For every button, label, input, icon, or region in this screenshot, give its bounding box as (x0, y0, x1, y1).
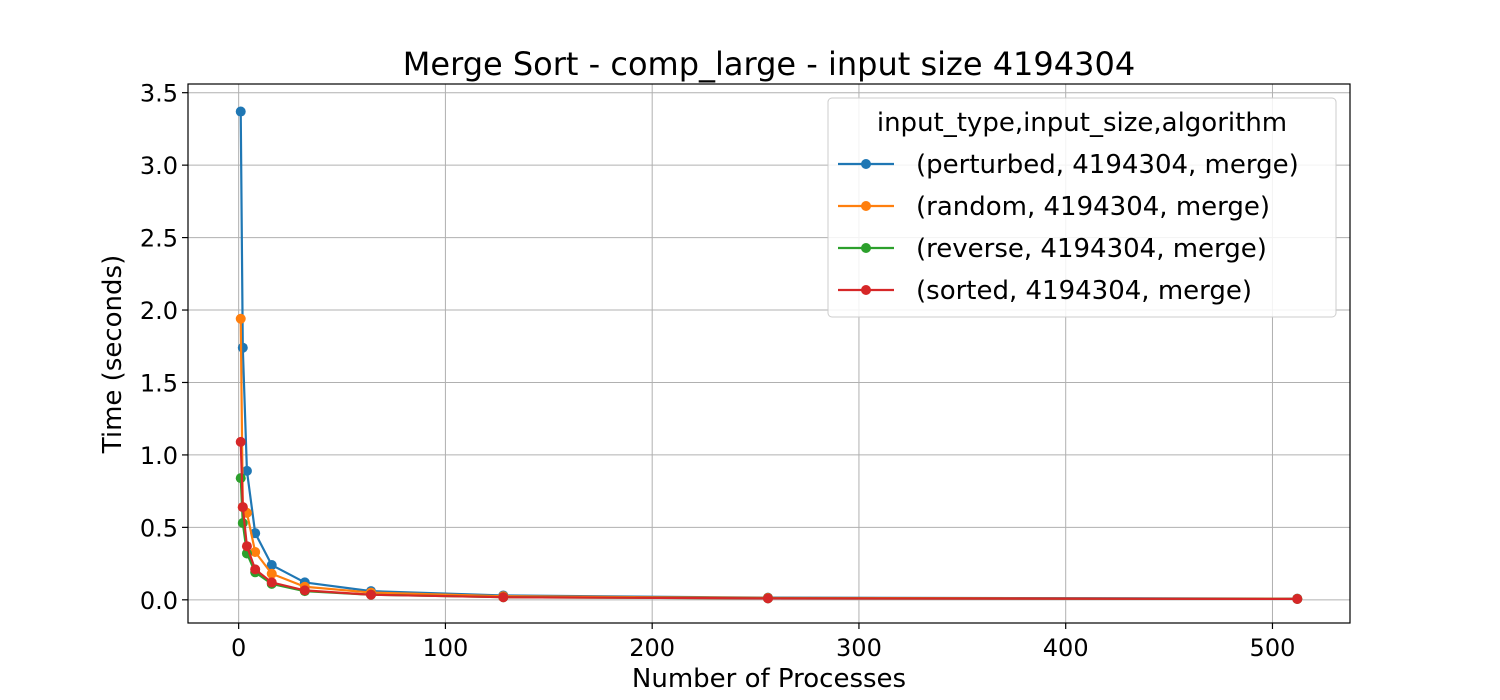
legend-swatch-marker (861, 159, 871, 169)
y-tick-label: 3.5 (140, 80, 178, 108)
y-tick-label: 1.0 (140, 442, 178, 470)
data-point (235, 313, 246, 324)
data-point (266, 568, 277, 579)
legend-entry: (sorted, 4194304, merge) (838, 276, 1252, 306)
x-tick-label: 400 (1043, 634, 1089, 662)
y-axis-label: Time (seconds) (98, 255, 128, 454)
tick-layer: 0 100 200 300 400 500 0.0 0.5 1.0 1.5 2.0 2.5 3.0 3.5 (140, 80, 1296, 662)
series-line (239, 318, 1298, 600)
plot-frame (187, 83, 1351, 624)
legend-label: (sorted, 4194304, merge) (916, 276, 1252, 306)
legend-label: (random, 4194304, merge) (916, 192, 1270, 222)
x-tick-label: 300 (836, 634, 882, 662)
data-point (235, 473, 246, 484)
x-tick-label: 200 (629, 634, 675, 662)
y-tick-label: 2.0 (140, 297, 178, 325)
legend-swatch-marker (861, 201, 871, 211)
legend-title: input_type,input_size,algorithm (877, 108, 1287, 138)
legend: input_type,input_size,algorithm (perturb… (827, 97, 1337, 318)
legend-swatch-marker (861, 285, 871, 295)
series-2 (235, 313, 1303, 604)
data-point (266, 577, 277, 588)
x-tick-label: 0 (231, 634, 246, 662)
data-point (235, 106, 246, 117)
data-point (235, 436, 246, 447)
y-tick-label: 2.5 (140, 225, 178, 253)
data-point (266, 560, 277, 571)
legend-entry: (reverse, 4194304, merge) (838, 234, 1267, 264)
legend-entry: (random, 4194304, merge) (838, 192, 1270, 222)
series-4 (235, 436, 1303, 604)
x-axis-label: Number of Processes (632, 664, 906, 694)
series-line (239, 441, 1298, 601)
legend-box (827, 97, 1337, 318)
chart-title: Merge Sort - comp_large - input size 419… (403, 45, 1135, 83)
y-tick-label: 3.0 (140, 152, 178, 180)
data-point (237, 342, 248, 353)
legend-entry: (perturbed, 4194304, merge) (838, 150, 1299, 180)
y-tick-label: 0.0 (140, 587, 178, 615)
series-3 (235, 473, 1303, 604)
x-tick-label: 100 (423, 634, 469, 662)
y-tick-label: 1.5 (140, 369, 178, 397)
data-point (237, 518, 248, 529)
data-point (498, 592, 509, 603)
x-tick-label: 500 (1250, 634, 1296, 662)
data-point (762, 593, 773, 604)
series-layer (235, 106, 1303, 604)
legend-label: (reverse, 4194304, merge) (916, 234, 1267, 264)
series-line (239, 478, 1298, 601)
data-point (1292, 593, 1303, 604)
data-point (241, 541, 252, 552)
data-point (299, 585, 310, 596)
data-point (237, 502, 248, 513)
legend-label: (perturbed, 4194304, merge) (916, 150, 1299, 180)
data-point (241, 465, 252, 476)
data-point (250, 547, 261, 558)
data-point (250, 564, 261, 575)
data-point (365, 589, 376, 600)
legend-swatch-marker (861, 243, 871, 253)
y-tick-label: 0.5 (140, 514, 178, 542)
